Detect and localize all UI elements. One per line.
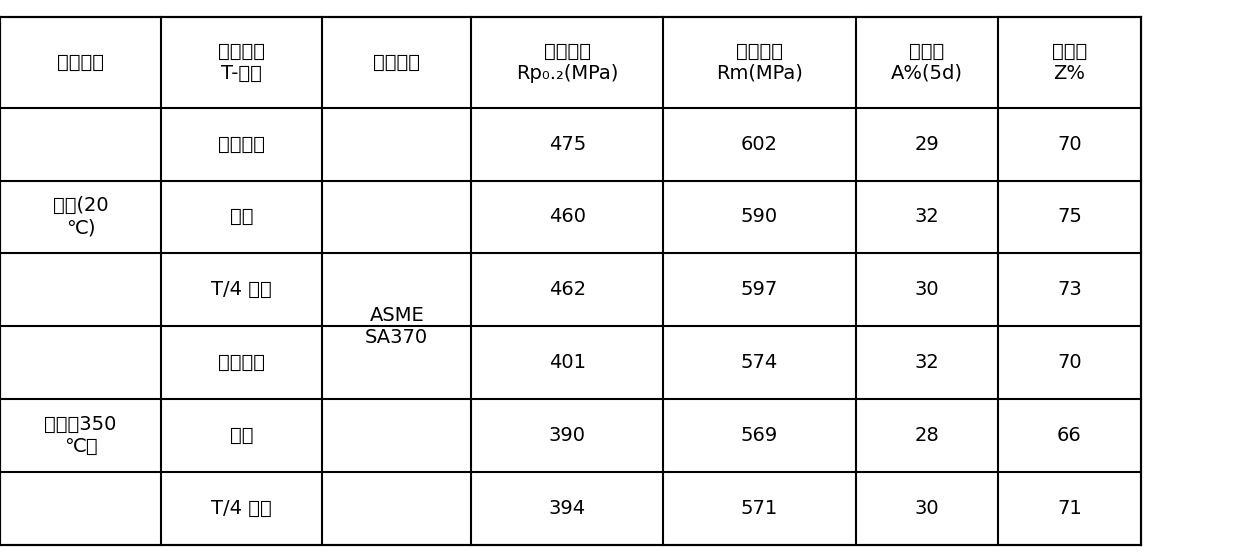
Text: ASME
SA370: ASME SA370 [366,306,428,347]
Text: 28: 28 [915,426,939,445]
Text: 近外表面: 近外表面 [218,135,265,153]
Text: 73: 73 [1058,280,1081,299]
Text: 收缩率
Z%: 收缩率 Z% [1052,41,1087,83]
Text: 70: 70 [1058,353,1081,372]
Text: 390: 390 [549,426,585,445]
Text: 抗拉强度
Rm(MPa): 抗拉强度 Rm(MPa) [715,41,804,83]
Text: 高温（350
℃）: 高温（350 ℃） [45,415,117,456]
Text: T/4 位置: T/4 位置 [212,499,272,518]
Text: 70: 70 [1058,135,1081,153]
Text: 571: 571 [740,499,779,518]
Text: 32: 32 [915,208,939,226]
Text: 71: 71 [1058,499,1081,518]
Text: 590: 590 [742,208,777,226]
Text: 30: 30 [915,280,939,299]
Text: 试验温度: 试验温度 [57,52,104,72]
Text: 伸长率
A%(5d): 伸长率 A%(5d) [890,41,963,83]
Text: 462: 462 [549,280,585,299]
Text: 602: 602 [742,135,777,153]
Text: 574: 574 [740,353,779,372]
Text: 屈服强度
Rp₀.₂(MPa): 屈服强度 Rp₀.₂(MPa) [516,41,619,83]
Text: 心部: 心部 [231,208,253,226]
Text: 执行标准: 执行标准 [373,52,420,72]
Text: 394: 394 [549,499,585,518]
Text: T/4 位置: T/4 位置 [212,280,272,299]
Text: 30: 30 [915,499,939,518]
Text: 597: 597 [740,280,779,299]
Text: 29: 29 [915,135,939,153]
Text: 75: 75 [1056,208,1083,226]
Text: 401: 401 [549,353,585,372]
Text: 试验位置
T-壁厚: 试验位置 T-壁厚 [218,41,265,83]
Text: 460: 460 [549,208,585,226]
Text: 475: 475 [548,135,587,153]
Text: 569: 569 [740,426,779,445]
Text: 32: 32 [915,353,939,372]
Text: 66: 66 [1058,426,1081,445]
Text: 近外表面: 近外表面 [218,353,265,372]
Text: 心部: 心部 [231,426,253,445]
Text: 室温(20
℃): 室温(20 ℃) [53,197,108,237]
